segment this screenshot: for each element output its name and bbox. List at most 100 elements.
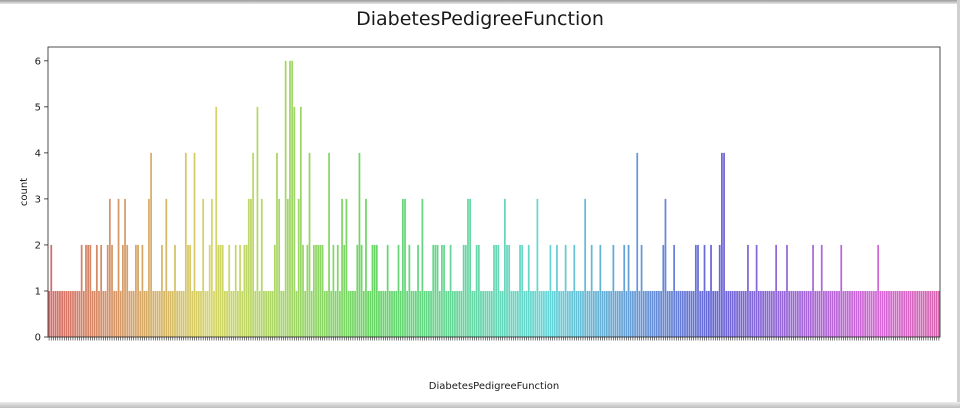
bar [495,244,498,337]
bar [74,290,76,337]
bar [770,290,773,337]
bar [773,290,775,337]
bar [438,290,441,337]
bar [610,290,613,337]
bar [215,106,218,337]
bar [124,198,126,337]
bar [612,244,615,337]
bar [434,244,437,337]
bar [250,198,252,337]
bar [671,290,673,337]
bar [701,290,704,337]
bar [694,244,697,337]
bar [820,244,823,337]
bar [145,290,148,337]
bar [855,290,858,337]
bar [460,290,463,337]
bar [297,198,300,337]
bar [104,290,107,337]
bar [877,244,880,337]
bar [740,290,743,337]
bar [158,290,161,337]
bar [69,290,72,337]
bar [397,244,400,337]
bar [221,244,224,337]
bar [213,290,215,337]
bar [805,290,808,337]
bar [130,290,133,337]
bar [534,290,537,337]
y-tick-label: 3 [35,194,41,205]
bar [521,244,524,337]
bar [636,152,639,337]
bar [436,244,439,337]
bar [553,290,556,337]
bar [549,244,552,337]
bar [601,290,604,337]
bar [579,290,582,337]
bar [156,290,159,337]
bar [642,290,645,337]
bar [909,290,912,337]
bar [187,244,189,337]
bar [823,290,825,337]
bar [484,290,487,337]
bar [614,290,617,337]
bar [367,290,369,337]
bar [679,290,682,337]
bar [276,152,278,337]
bar [284,60,287,338]
bar [918,290,921,337]
bar [415,290,417,337]
bar [369,290,372,337]
bar [788,290,791,337]
bar [421,198,424,337]
bar [885,290,888,337]
bar [208,244,211,337]
bar [519,244,521,337]
bar [475,244,478,337]
bar [898,290,901,337]
bar [664,198,667,337]
bar [738,290,741,337]
bar [605,290,608,337]
bar [517,290,519,337]
bar [792,290,795,337]
bar [393,290,396,337]
bar [925,290,927,337]
bar [668,290,671,337]
bar [132,290,135,337]
bar [488,290,491,337]
bar [840,244,843,337]
bar [640,244,643,337]
bar [734,290,736,337]
bar [48,290,50,337]
bar [623,244,626,337]
bar [61,290,63,337]
bar [799,290,801,337]
bar [783,290,786,337]
bar [608,290,610,337]
bar [731,290,734,337]
bar [859,290,862,337]
bar [117,198,120,337]
bar [82,290,85,337]
bar [378,290,380,337]
bar [113,290,116,337]
bar [245,244,248,337]
bar [890,290,893,337]
bar [161,244,163,337]
bar [430,290,432,337]
bar [901,290,903,337]
bar [729,290,732,337]
bar [844,290,847,337]
bar [896,290,899,337]
bar [443,244,445,337]
bar [267,290,270,337]
bar [54,290,57,337]
bar [862,290,864,337]
bar [217,244,220,337]
bar [532,290,534,337]
bar [87,244,90,337]
bar [662,244,665,337]
